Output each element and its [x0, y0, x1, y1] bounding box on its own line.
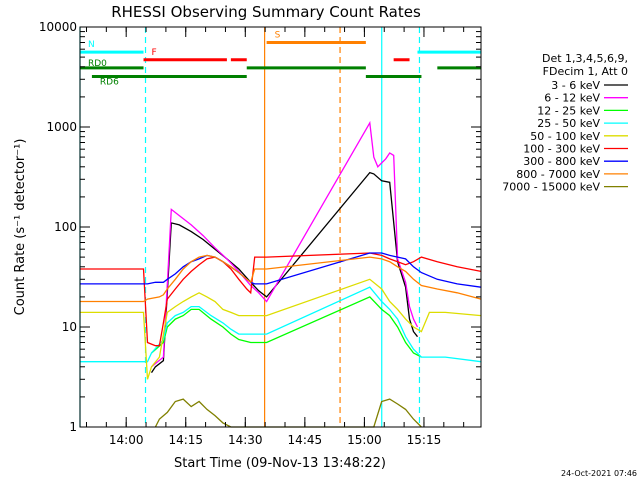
series-line-5: [80, 252, 482, 347]
y-tick-label-2: 100: [54, 220, 77, 234]
legend-entry-2: 12 - 25 keV: [537, 104, 600, 117]
plot-area: N F S RD0 RD6: [79, 27, 482, 428]
x-tick-label-1: 14:15: [168, 433, 203, 447]
y-axis: 1 10 100 1000 10000: [39, 20, 481, 434]
x-tick-label-4: 15:00: [347, 433, 382, 447]
legend-entry-0: 3 - 6 keV: [551, 79, 600, 92]
flag-label-s: S: [275, 30, 281, 40]
flag-label-rd0: RD0: [88, 59, 107, 69]
flag-label-rd6: RD6: [100, 77, 119, 87]
x-axis-label: Start Time (09-Nov-13 13:48:22): [174, 456, 386, 471]
legend-header-0: Det 1,3,4,5,6,9,: [542, 52, 628, 65]
legend-entry-3: 25 - 50 keV: [537, 117, 600, 130]
series-line-2: [151, 296, 422, 358]
x-tick-label-0: 14:00: [109, 433, 144, 447]
legend-header-1: FDecim 1, Att 0: [543, 65, 628, 78]
series-line-8: [154, 398, 422, 428]
x-axis: 14:00 14:15 14:30 14:45 15:00 15:15: [85, 27, 465, 447]
series-line-4: [80, 278, 482, 380]
y-tick-label-1: 10: [62, 320, 77, 334]
x-tick-label-2: 14:30: [228, 433, 263, 447]
series-line-3: [80, 286, 482, 363]
x-tick-label-3: 14:45: [288, 433, 323, 447]
series-line-7: [80, 254, 482, 303]
legend-entry-4: 50 - 100 keV: [530, 130, 600, 143]
flag-label-f: F: [152, 48, 157, 58]
legend-entry-8: 7000 - 15000 keV: [502, 181, 600, 194]
y-tick-label-3: 1000: [46, 120, 77, 134]
chart-title: RHESSI Observing Summary Count Rates: [111, 3, 421, 21]
x-tick-label-5: 15:15: [407, 433, 442, 447]
legend: Det 1,3,4,5,6,9,FDecim 1, Att 03 - 6 keV…: [502, 52, 628, 194]
series-line-1: [151, 120, 419, 368]
series-line-0: [150, 171, 419, 373]
y-tick-label-0: 1: [69, 420, 77, 434]
flag-label-n: N: [88, 40, 95, 50]
legend-entry-1: 6 - 12 keV: [544, 92, 600, 105]
y-axis-label: Count Rate (s⁻¹ detector⁻¹): [13, 139, 28, 316]
legend-entry-6: 300 - 800 keV: [523, 155, 600, 168]
footer-date: 24-Oct-2021 07:46: [561, 469, 637, 478]
legend-entry-7: 800 - 7000 keV: [516, 168, 600, 181]
legend-entry-5: 100 - 300 keV: [523, 143, 600, 156]
plot-frame: [79, 26, 482, 428]
y-tick-label-4: 10000: [39, 20, 77, 34]
